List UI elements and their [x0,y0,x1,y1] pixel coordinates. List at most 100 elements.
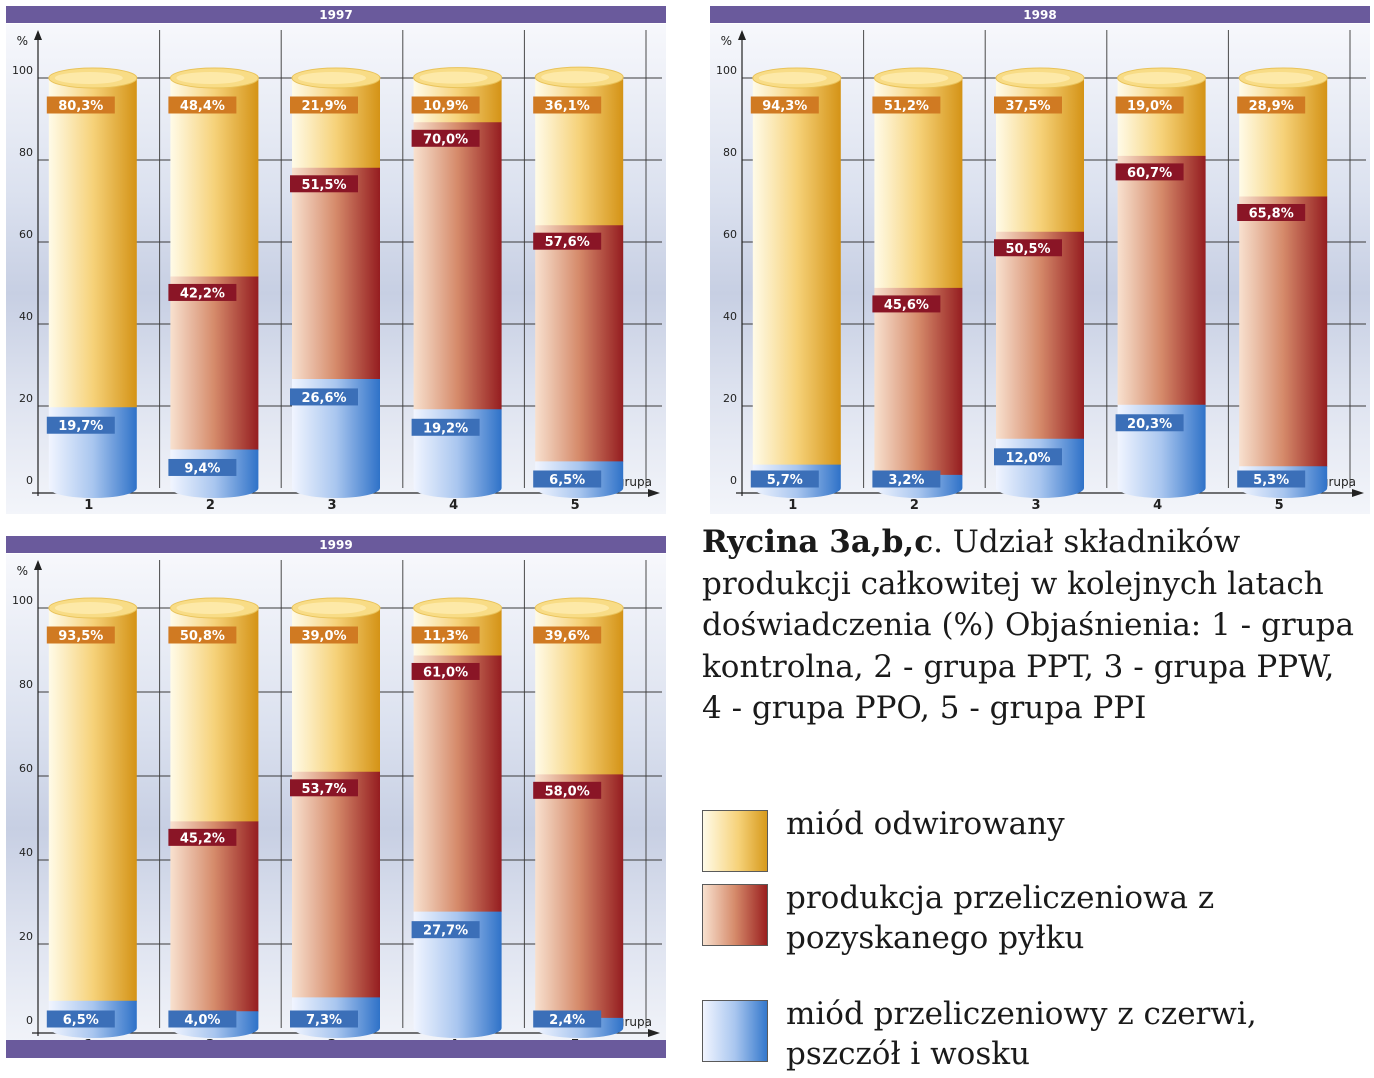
bar-segment-pollen [292,771,380,1008]
data-label-bg-brood [750,470,819,488]
x-tick-label: 1 [788,498,797,513]
data-label-bg-honey [1115,96,1184,114]
data-label-pollen: 70,0% [423,132,468,147]
data-label-bg-pollen [533,781,602,799]
figure-caption: Rycina 3a,b,c. Udział składników produkc… [702,522,1362,730]
chart-title-bar [6,536,666,553]
y-tick-label: 40 [19,846,33,859]
data-label-honey: 94,3% [762,99,807,114]
bar-segment-honey [996,78,1084,242]
data-label-pollen: 42,2% [180,286,225,301]
bar-segment-honey [752,78,841,475]
bar-group-1: 19,7% 80,3% [46,67,138,498]
data-label-bg-pollen [168,283,237,301]
data-label-pollen: 51,5% [301,178,346,193]
legend-label-pollen: produkcja przeliczeniowa z pozyskanego p… [786,880,1215,956]
data-label-honey: 80,3% [58,99,103,114]
bar-top-cap-highlight [54,602,123,614]
data-label-brood: 4,0% [184,1013,220,1028]
x-axis-arrow [648,489,660,497]
data-label-bg-honey [872,96,941,114]
y-axis-arrow [738,30,746,40]
legend-label-brood: miód przeliczeniowy z czerwi, pszczół i … [786,996,1257,1072]
data-label-bg-brood [168,458,237,476]
y-axis-arrow [34,560,42,570]
bar-group-5: 6,5% 57,6% 36,1% [533,66,624,498]
data-label-bg-brood [1115,414,1184,432]
x-tick-label: 5 [571,498,580,513]
x-axis-label: grupa [617,475,652,489]
bar-group-2: 4,0% 45,2% 50,8% [168,597,259,1038]
x-axis-label: grupa [617,1015,652,1029]
legend-label-honey: miód odwirowany [786,806,1065,842]
data-label-pollen: 58,0% [545,784,590,799]
bar-segment-honey [48,78,137,418]
y-tick-label: 60 [19,762,33,775]
data-label-brood: 5,7% [767,473,803,488]
bar-top-cap-highlight [419,602,488,614]
bar-group-5: 2,4% 58,0% 39,6% [533,597,624,1038]
y-tick-label: 60 [19,228,33,241]
chart-1997: 1997 0 20 40 60 80 100% grupa 19,7% 80,3% 1 9,4% 42,… [6,6,666,518]
data-label-bg-honey [46,626,115,644]
x-axis-arrow [648,1029,660,1037]
data-label-brood: 7,3% [306,1013,342,1028]
bar-segment-pollen [996,231,1084,449]
y-tick-label: 20 [19,392,33,405]
chart-title-bar [710,6,1370,23]
bar-segment-brood [413,911,502,1038]
data-label-pollen: 57,6% [545,235,590,250]
data-label-brood: 3,2% [888,473,924,488]
bar-segment-pollen [1239,196,1328,477]
bar-segment-honey [874,78,963,298]
bar-segment-honey [535,77,624,236]
bar-top-cap-highlight [758,72,827,84]
y-tick-label: 100 [716,64,737,77]
caption-text: . Udział składników produkcji całkowitej… [702,524,1354,726]
bar-segment-pollen [1117,155,1206,415]
data-label-bg-honey [411,626,480,644]
data-label-honey: 93,5% [58,629,103,644]
legend-swatch-brood [702,1000,768,1062]
y-tick-label: 0 [730,474,737,487]
y-axis-arrow [34,30,42,40]
data-label-bg-brood [168,1010,237,1028]
chart-1999: 1999020406080100%grupa6,5%93,5%14,0%45,2… [6,536,666,1058]
bar-segment-brood [996,438,1084,498]
x-tick-label: 1 [84,498,93,513]
data-label-bg-pollen [290,779,358,797]
bar-segment-pollen [535,225,624,472]
bar-top-cap-highlight [298,72,366,84]
chart-title: 1998 [1023,8,1056,22]
chart-svg: 1997 0 20 40 60 80 100% grupa 19,7% 80,3% 1 9,4% 42,… [6,6,666,514]
x-tick-label: 2 [206,498,215,513]
data-label-bg-pollen [411,129,480,147]
data-label-bg-brood [872,470,941,488]
data-label-bg-honey [533,96,602,114]
bar-segment-pollen [413,655,502,922]
data-label-honey: 39,6% [545,629,590,644]
data-label-bg-honey [290,626,358,644]
data-label-bg-pollen [411,662,480,680]
y-tick-label: 100 [12,594,33,607]
data-label-bg-brood [46,1010,115,1028]
chart-title-bar [6,6,666,23]
bar-group-3: 7,3% 53,7% 39,0% [290,597,381,1038]
bar-top-cap-highlight [1002,72,1070,84]
bar-top-cap-highlight [1123,72,1192,84]
data-label-brood: 20,3% [1127,417,1172,432]
x-tick-label: 3 [1031,498,1040,513]
bar-segment-pollen [170,821,259,1022]
y-axis-label: % [17,564,28,578]
bar-segment-pollen [170,276,259,460]
chart-title: 1997 [319,8,352,22]
y-tick-label: 0 [26,1014,33,1027]
data-label-brood: 9,4% [184,461,220,476]
data-label-pollen: 45,6% [884,298,929,313]
data-label-bg-pollen [168,828,237,846]
bar-group-3: 26,6% 51,5% 21,9% [290,67,381,498]
data-label-honey: 10,9% [423,99,468,114]
data-label-brood: 12,0% [1005,451,1050,466]
data-label-bg-honey [411,96,480,114]
bar-group-2: 3,2% 45,6% 51,2% [872,67,963,498]
